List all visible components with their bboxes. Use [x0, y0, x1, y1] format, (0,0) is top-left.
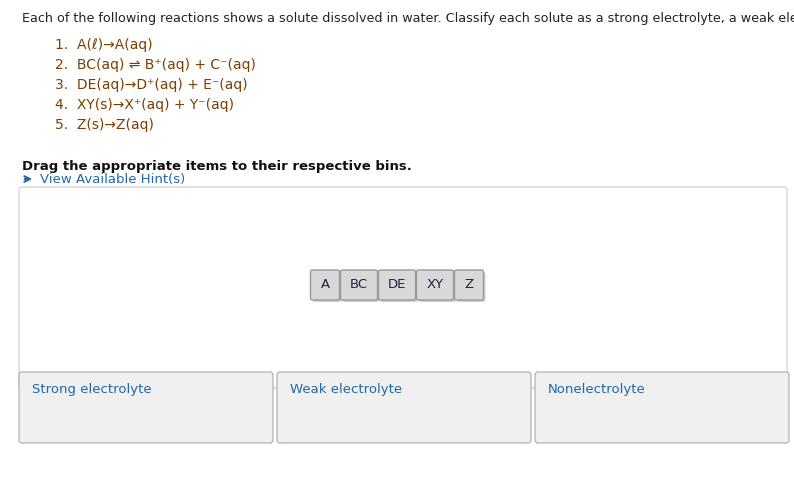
FancyBboxPatch shape	[313, 272, 341, 302]
Text: Nonelectrolyte: Nonelectrolyte	[548, 383, 646, 396]
FancyBboxPatch shape	[535, 372, 789, 443]
Text: XY: XY	[426, 278, 444, 290]
Text: Weak electrolyte: Weak electrolyte	[290, 383, 402, 396]
FancyBboxPatch shape	[341, 270, 377, 300]
Text: 4.  XY(s)→X⁺(aq) + Y⁻(aq): 4. XY(s)→X⁺(aq) + Y⁻(aq)	[55, 98, 234, 112]
FancyBboxPatch shape	[19, 372, 273, 443]
FancyBboxPatch shape	[379, 270, 415, 300]
FancyBboxPatch shape	[417, 270, 453, 300]
Text: 2.  BC(aq) ⇌ B⁺(aq) + C⁻(aq): 2. BC(aq) ⇌ B⁺(aq) + C⁻(aq)	[55, 58, 256, 72]
Text: Drag the appropriate items to their respective bins.: Drag the appropriate items to their resp…	[22, 160, 412, 173]
Text: Each of the following reactions shows a solute dissolved in water. Classify each: Each of the following reactions shows a …	[22, 12, 794, 25]
FancyBboxPatch shape	[277, 372, 531, 443]
Text: 3.  DE(aq)→D⁺(aq) + E⁻(aq): 3. DE(aq)→D⁺(aq) + E⁻(aq)	[55, 78, 248, 92]
FancyBboxPatch shape	[310, 270, 340, 300]
Text: A: A	[321, 278, 330, 290]
FancyBboxPatch shape	[380, 272, 418, 302]
Text: Strong electrolyte: Strong electrolyte	[32, 383, 152, 396]
FancyBboxPatch shape	[19, 187, 787, 388]
FancyBboxPatch shape	[342, 272, 380, 302]
Text: 5.  Z(s)→Z(aq): 5. Z(s)→Z(aq)	[55, 118, 154, 132]
Text: 1.  A(ℓ)→A(aq): 1. A(ℓ)→A(aq)	[55, 38, 152, 52]
FancyBboxPatch shape	[457, 272, 485, 302]
Text: Z: Z	[464, 278, 473, 290]
Text: View Available Hint(s): View Available Hint(s)	[40, 172, 185, 186]
Text: BC: BC	[350, 278, 368, 290]
FancyBboxPatch shape	[418, 272, 456, 302]
Text: DE: DE	[387, 278, 407, 290]
FancyBboxPatch shape	[454, 270, 484, 300]
